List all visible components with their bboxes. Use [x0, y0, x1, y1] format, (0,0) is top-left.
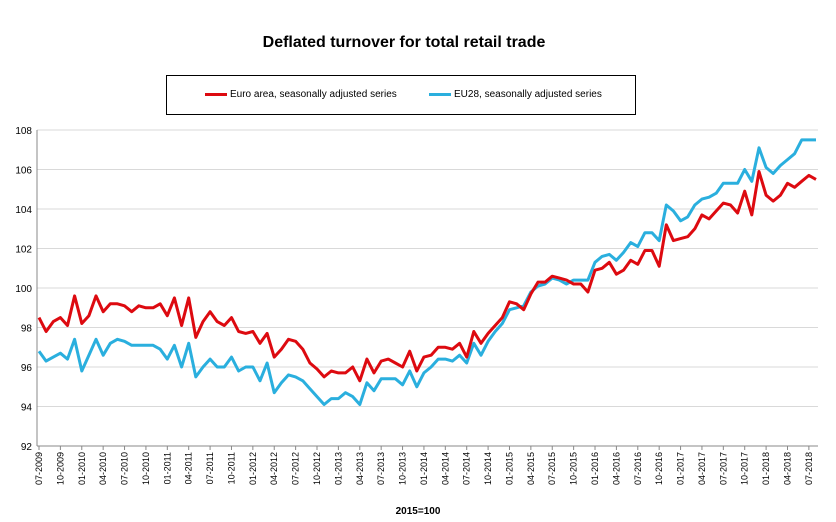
legend-swatch-eu28 [429, 92, 451, 96]
x-tick-label: 01-2015 [504, 452, 514, 485]
x-tick-label: 01-2013 [333, 452, 343, 485]
y-tick-label: 98 [21, 324, 33, 335]
x-axis-title: 2015=100 [395, 506, 441, 517]
y-tick-label: 104 [15, 205, 32, 216]
y-tick-label: 106 [15, 166, 32, 177]
legend: Euro area, seasonally adjusted series EU… [166, 75, 636, 115]
x-tick-label: 07-2012 [291, 452, 301, 485]
x-tick-label: 01-2011 [162, 452, 172, 484]
x-tick-label: 04-2011 [184, 452, 194, 484]
x-tick-label: 01-2017 [676, 452, 686, 485]
x-tick-label: 07-2014 [462, 452, 472, 485]
x-tick-label: 10-2014 [483, 452, 493, 485]
x-tick-label: 04-2015 [526, 452, 536, 485]
x-tick-label: 01-2014 [419, 452, 429, 485]
x-tick-label: 01-2018 [761, 452, 771, 485]
x-tick-label: 10-2017 [740, 452, 750, 485]
x-tick-label: 04-2014 [440, 452, 450, 485]
x-tick-label: 10-2012 [312, 452, 322, 485]
y-tick-label: 100 [15, 284, 32, 295]
legend-item-euro-area: Euro area, seasonally adjusted series [205, 89, 397, 100]
x-tick-label: 10-2010 [141, 452, 151, 485]
x-tick-label: 07-2015 [547, 452, 557, 485]
y-tick-label: 96 [21, 363, 33, 374]
x-tick-label: 07-2009 [34, 452, 44, 485]
x-tick-label: 10-2013 [398, 452, 408, 485]
x-tick-label: 01-2010 [77, 452, 87, 485]
legend-swatch-euro-area [205, 92, 227, 96]
x-tick-label: 10-2009 [55, 452, 65, 485]
y-tick-label: 108 [15, 126, 32, 137]
x-tick-label: 04-2012 [269, 452, 279, 485]
x-tick-label: 07-2016 [633, 452, 643, 485]
x-tick-label: 10-2016 [654, 452, 664, 485]
legend-item-eu28: EU28, seasonally adjusted series [429, 89, 602, 100]
x-tick-label: 10-2011 [226, 452, 236, 484]
x-tick-label: 04-2018 [782, 452, 792, 485]
series-line-euro-area [37, 170, 817, 383]
legend-label-eu28: EU28, seasonally adjusted series [454, 89, 602, 100]
x-tick-label: 01-2016 [590, 452, 600, 485]
x-tick-label: 07-2013 [376, 452, 386, 485]
x-tick-label: 07-2010 [120, 452, 130, 485]
x-tick-label: 04-2016 [611, 452, 621, 485]
y-tick-label: 102 [15, 245, 32, 256]
x-tick-label: 04-2017 [697, 452, 707, 485]
x-tick-label: 07-2017 [718, 452, 728, 485]
x-tick-label: 04-2010 [98, 452, 108, 485]
x-tick-label: 10-2015 [569, 452, 579, 485]
x-tick-label: 04-2013 [355, 452, 365, 485]
y-tick-label: 94 [21, 403, 33, 414]
x-tick-label: 07-2018 [804, 452, 814, 485]
y-tick-label: 92 [21, 442, 33, 453]
series-line-eu28 [37, 138, 816, 406]
x-tick-label: 07-2011 [205, 452, 215, 484]
chart-title: Deflated turnover for total retail trade [262, 34, 546, 51]
x-tick-label: 01-2012 [248, 452, 258, 485]
legend-label-euro-area: Euro area, seasonally adjusted series [230, 89, 397, 100]
